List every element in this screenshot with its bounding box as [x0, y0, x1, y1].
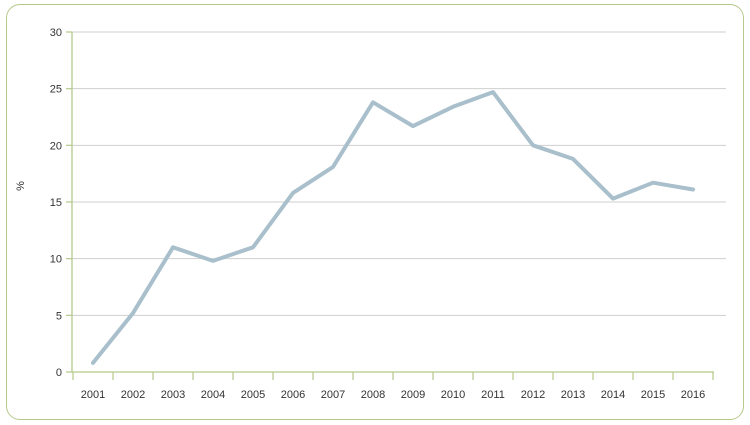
- x-tick-label: 2004: [201, 389, 225, 401]
- x-tick-label: 2008: [361, 389, 385, 401]
- x-tick-label: 2002: [121, 389, 145, 401]
- x-tick-label: 2006: [281, 389, 305, 401]
- series-layer: [91, 90, 695, 365]
- y-tick-labels: 0 5 10 15 20 25 30: [50, 27, 62, 379]
- chart-frame: [6, 4, 744, 420]
- x-tick-label: 2010: [441, 389, 465, 401]
- y-tick-label: 10: [50, 254, 62, 266]
- y-tick-label: 5: [56, 310, 62, 322]
- y-axis-label: %: [15, 181, 27, 191]
- x-tick-label: 2003: [161, 389, 185, 401]
- x-tick-label: 2016: [681, 389, 705, 401]
- x-tick-label: 2011: [481, 389, 505, 401]
- series-line: [91, 90, 695, 365]
- x-tick-label: 2013: [561, 389, 585, 401]
- x-tick-label: 2015: [641, 389, 665, 401]
- y-tick-label: 0: [56, 367, 62, 379]
- y-tick-label: 25: [50, 84, 62, 96]
- gridlines: [72, 31, 726, 316]
- x-tick-labels: 2001 2002 2003 2004 2005 2006 2007 2008 2009 2010…: [81, 389, 705, 401]
- y-tick-label: 30: [50, 27, 62, 39]
- x-tick-label: 2001: [81, 389, 105, 401]
- y-tick-label: 15: [50, 197, 62, 209]
- x-tick-label: 2005: [241, 389, 265, 401]
- y-tick-label: 20: [50, 140, 62, 152]
- x-tick-label: 2009: [401, 389, 425, 401]
- x-tick-label: 2014: [601, 389, 625, 401]
- axes: [66, 31, 714, 380]
- x-tick-label: 2012: [521, 389, 545, 401]
- x-tick-label: 2007: [321, 389, 345, 401]
